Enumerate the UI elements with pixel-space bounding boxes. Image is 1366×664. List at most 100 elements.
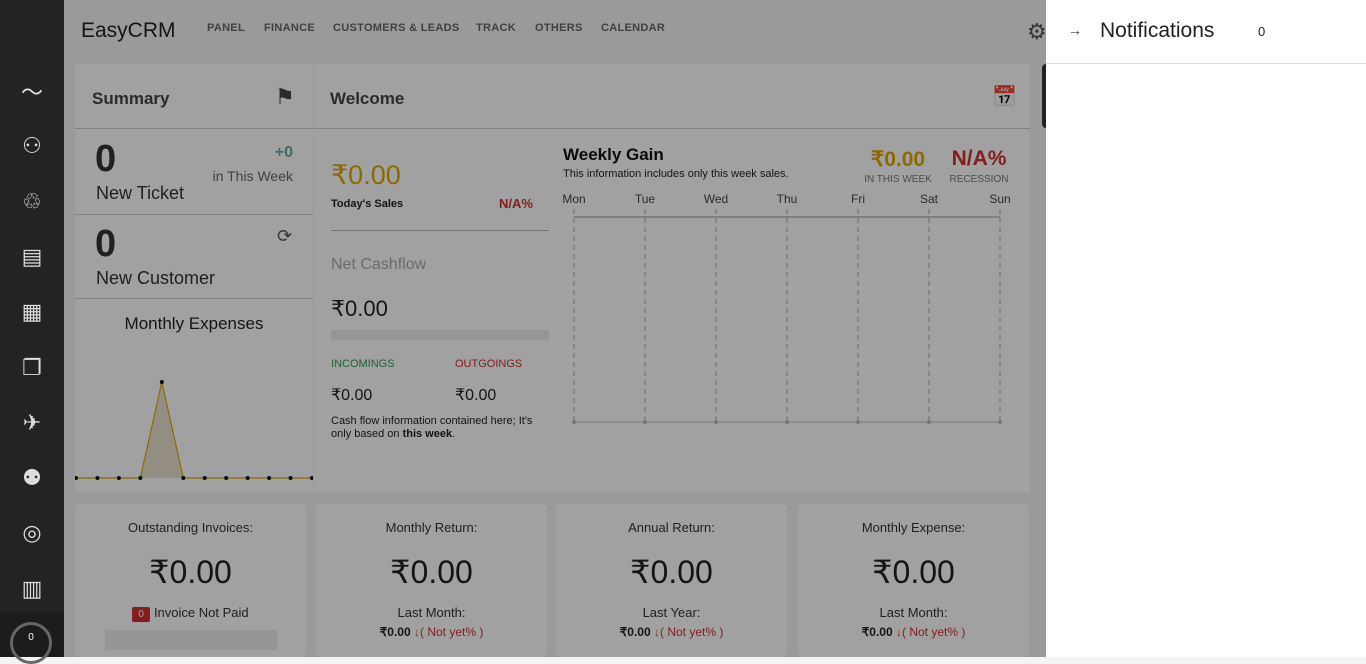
notifications-title: Notifications <box>1100 19 1215 42</box>
arrow-down-icon: ↓ <box>895 625 902 639</box>
activity-icon[interactable]: 〜 <box>20 80 43 105</box>
expenses-point <box>310 476 313 480</box>
ticket-label: New Ticket <box>96 183 185 203</box>
ticket-delta: +0 <box>274 144 293 161</box>
nav-panel[interactable]: PANEL <box>207 22 245 34</box>
today-sales: ₹0.00 <box>331 160 401 190</box>
week-tick-label: Fri <box>851 192 865 206</box>
nav-others[interactable]: OTHERS <box>535 22 583 34</box>
week-tick-label: Mon <box>562 192 585 206</box>
weekly-gain-subtitle: This information includes only this week… <box>563 168 789 180</box>
cashflow-note: Cash flow information contained here; It… <box>331 415 533 440</box>
week-point <box>785 420 789 424</box>
cashflow-progress <box>331 330 549 340</box>
recession-label: RECESSION <box>949 174 1009 185</box>
stat-card: Annual Return: ₹0.00 Last Year: ₹0.00 ↓( No… <box>556 504 787 657</box>
files-icon[interactable]: ❐ <box>22 354 42 380</box>
stat-title: Monthly Expense: <box>861 520 966 535</box>
expenses-point <box>95 476 100 480</box>
app-title[interactable]: EasyCRM <box>81 19 176 42</box>
stat-value: ₹0.00 <box>872 554 955 590</box>
nav-finance[interactable]: FINANCE <box>264 22 315 34</box>
stat-card: Outstanding Invoices: ₹0.00 0 Invoice Not P… <box>75 504 306 657</box>
stat-card: Monthly Expense: ₹0.00 Last Month: ₹0.00 ↓(… <box>798 504 1029 657</box>
arrow-down-icon: ↓ <box>653 625 660 639</box>
week-point <box>714 420 718 424</box>
welcome-title: Welcome <box>330 89 405 108</box>
close-arrow-icon[interactable]: → <box>1068 22 1082 38</box>
expenses-point <box>116 476 121 480</box>
clipboard-icon[interactable]: ▥ <box>21 575 43 601</box>
hierarchy-icon[interactable]: ⚇ <box>22 133 42 159</box>
unpaid-badge: 0 <box>132 607 150 622</box>
notifications-count: 0 <box>1258 24 1266 39</box>
today-change: N/A% <box>499 196 533 211</box>
expenses-title: Monthly Expenses <box>124 314 264 333</box>
weekly-gain-title: Weekly Gain <box>563 145 664 164</box>
summary-card: Summary ⚑ 0 New Ticket +0 in This Week 0… <box>75 64 313 492</box>
outgoings-label: OUTGOINGS <box>455 358 523 370</box>
stat-compare: ₹0.00 ↓( Not yet% ) <box>619 625 724 639</box>
expenses-point <box>181 476 186 480</box>
expenses-point <box>245 476 250 480</box>
stat-value: ₹0.00 <box>390 554 473 590</box>
week-point <box>998 420 1002 424</box>
today-sales-label: Today's Sales <box>331 198 404 210</box>
week-point <box>643 420 647 424</box>
nav-track[interactable]: TRACK <box>476 22 516 34</box>
week-tick-label: Sun <box>989 192 1010 206</box>
expenses-point <box>75 476 78 480</box>
stat-title: Outstanding Invoices: <box>127 520 254 535</box>
expenses-point <box>288 476 293 480</box>
progress-badge[interactable]: 0 <box>10 622 52 664</box>
stat-sub: Last Month: <box>397 605 466 620</box>
gear-icon[interactable]: ⚙ <box>1027 19 1047 44</box>
stat-title: Monthly Return: <box>385 520 478 535</box>
week-tick-label: Tue <box>635 192 656 206</box>
flag-icon: ⚑ <box>275 84 295 109</box>
notifications-panel: → Notifications 0 <box>1046 0 1366 657</box>
ticket-count: 0 <box>95 138 117 180</box>
nav-customers-leads[interactable]: CUSTOMERS & LEADS <box>333 22 460 34</box>
incomings-value: ₹0.00 <box>331 387 373 404</box>
sidebar-footer: 0 <box>0 612 64 664</box>
nav-calendar[interactable]: CALENDAR <box>601 22 666 34</box>
expenses-line <box>76 381 312 479</box>
expenses-point <box>267 476 272 480</box>
modal-backdrop[interactable] <box>64 0 1046 657</box>
recession-value: N/A% <box>951 147 1007 170</box>
week-point <box>856 420 860 424</box>
expenses-point <box>138 476 143 480</box>
expenses-point <box>202 476 207 480</box>
weekly-gain-value: ₹0.00 <box>870 148 926 171</box>
stat-sub: Last Month: <box>879 605 948 620</box>
calendar-icon[interactable]: 📅 <box>992 86 1017 108</box>
outgoings-value: ₹0.00 <box>455 387 497 404</box>
stat-sub: 0 Invoice Not Paid <box>75 605 306 622</box>
chart-board-icon[interactable]: ▤ <box>21 243 43 269</box>
summary-title: Summary <box>92 89 170 108</box>
monthly-expenses-chart <box>75 380 313 480</box>
plane-money-icon[interactable]: ✈ <box>22 409 42 435</box>
team-icon[interactable]: ⚉ <box>22 465 42 491</box>
welcome-card: Welcome 📅 ₹0.00 Today's Sales N/A% Net C… <box>314 64 1030 492</box>
stat-value: ₹0.00 <box>630 554 713 590</box>
week-point <box>927 420 931 424</box>
weekly-gain-label: IN THIS WEEK <box>864 174 932 185</box>
week-point <box>572 420 576 424</box>
week-tick-label: Sat <box>920 192 939 206</box>
net-cashflow: ₹0.00 <box>331 296 388 321</box>
incomings-label: INCOMINGS <box>331 358 395 370</box>
customer-count: 0 <box>95 223 117 265</box>
support-icon[interactable]: ◎ <box>22 520 42 546</box>
documents-icon[interactable]: ▦ <box>21 299 43 325</box>
refresh-icon[interactable]: ⟳ <box>277 226 293 246</box>
stat-value: ₹0.00 <box>149 554 232 590</box>
expenses-point <box>224 476 229 480</box>
stat-title: Annual Return: <box>628 520 715 535</box>
net-cashflow-label: Net Cashflow <box>331 256 427 273</box>
stat-compare: ₹0.00 ↓( Not yet% ) <box>861 625 966 639</box>
customers-icon[interactable]: ♲ <box>22 188 42 214</box>
arrow-down-icon: ↓ <box>413 625 420 639</box>
ticket-delta-label: in This Week <box>212 168 293 184</box>
